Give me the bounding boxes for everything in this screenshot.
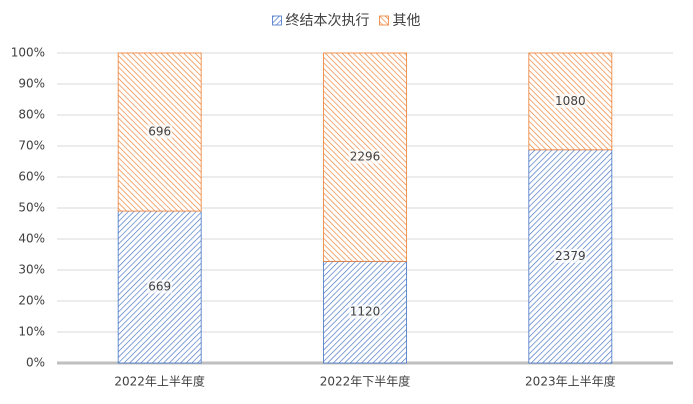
y-tick-label: 50% xyxy=(18,201,45,215)
legend-swatch xyxy=(379,15,389,26)
x-tick-label: 2022年下半年度 xyxy=(320,374,411,389)
legend-swatch xyxy=(272,15,282,26)
data-label: 669 xyxy=(148,280,171,294)
y-tick-label: 70% xyxy=(18,139,45,153)
legend-label: 终结本次执行 xyxy=(286,13,370,29)
y-tick-label: 0% xyxy=(26,356,45,370)
y-tick-label: 30% xyxy=(18,263,45,277)
data-label: 1080 xyxy=(555,94,586,108)
y-tick-label: 80% xyxy=(18,108,45,122)
legend: 终结本次执行 其他 xyxy=(272,13,421,29)
data-label: 2296 xyxy=(350,150,381,164)
y-tick-label: 20% xyxy=(18,294,45,308)
y-tick-label: 100% xyxy=(11,46,45,60)
legend-label: 其他 xyxy=(393,13,421,29)
y-tick-label: 90% xyxy=(18,77,45,91)
data-label: 696 xyxy=(148,125,171,139)
x-tick-label: 2023年上半年度 xyxy=(525,374,616,389)
data-label: 2379 xyxy=(555,249,586,263)
x-tick-label: 2022年上半年度 xyxy=(114,374,205,389)
y-tick-label: 60% xyxy=(18,170,45,184)
data-label: 1120 xyxy=(350,305,381,319)
y-tick-label: 40% xyxy=(18,232,45,246)
y-tick-label: 10% xyxy=(18,325,45,339)
